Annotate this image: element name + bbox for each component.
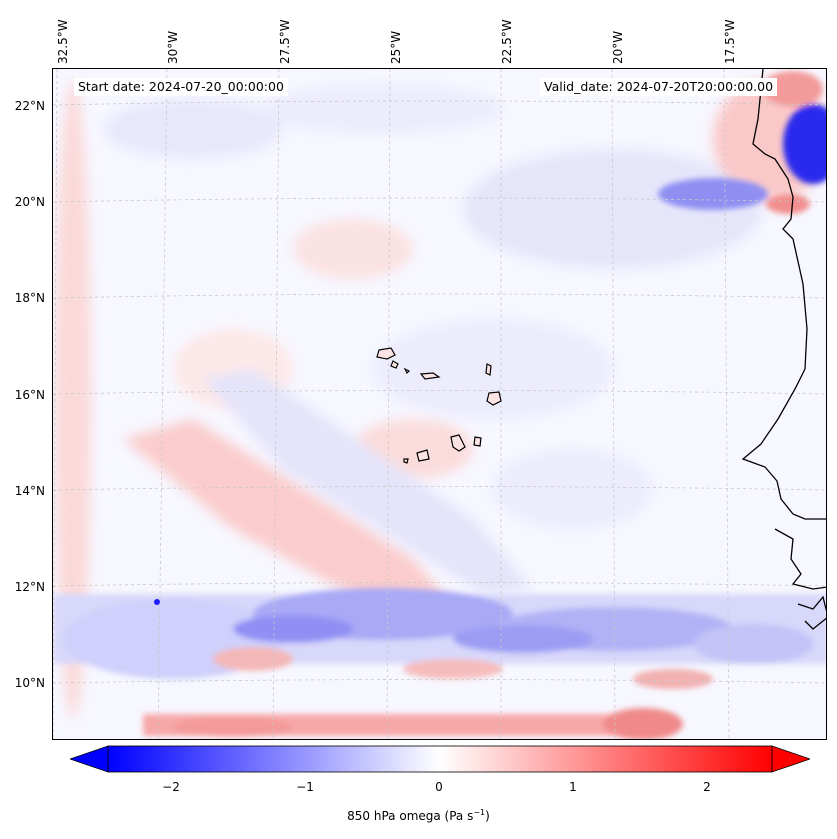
coastline	[741, 69, 826, 630]
colorbar-label-exponent: −1	[473, 808, 486, 817]
lon-label-25w: 25°W	[389, 30, 403, 64]
map-panel[interactable]	[52, 68, 827, 740]
colorbar-tick-1: 1	[569, 780, 577, 794]
itcz-band	[53, 588, 826, 689]
lon-label-22-5w: 22.5°W	[500, 19, 514, 64]
lat-label-16n: 16°N	[14, 388, 45, 402]
omega-field-map	[53, 69, 826, 739]
cape-verde-islands	[376, 347, 502, 464]
lat-label-18n: 18°N	[14, 291, 45, 305]
lon-label-30w: 30°W	[166, 30, 180, 64]
lat-label-12n: 12°N	[14, 580, 45, 594]
lon-label-20w: 20°W	[611, 30, 625, 64]
lon-label-32-5w: 32.5°W	[56, 19, 70, 64]
colorbar	[70, 745, 810, 773]
colorbar-label-close: )	[485, 809, 490, 823]
colorbar-max-extend	[771, 745, 810, 773]
lat-label-22n: 22°N	[14, 99, 45, 113]
point-anomaly	[154, 599, 160, 605]
colorbar-tick-2: 2	[703, 780, 711, 794]
colorbar-tick-neg2: −2	[162, 780, 180, 794]
gridlines	[53, 69, 826, 739]
valid-date-label: Valid_date: 2024-07-20T20:00:00.00	[540, 78, 778, 96]
colorbar-tick-0: 0	[435, 780, 443, 794]
colorbar-min-extend	[70, 745, 109, 773]
coastal-dipole	[658, 71, 826, 214]
start-date-label: Start date: 2024-07-20_00:00:00	[74, 78, 288, 96]
colorbar-gradient	[107, 745, 773, 773]
lat-label-20n: 20°N	[14, 195, 45, 209]
lon-label-27-5w: 27.5°W	[278, 19, 292, 64]
southern-red-band	[143, 708, 683, 739]
diagonal-band	[123, 369, 533, 629]
lat-label-10n: 10°N	[14, 676, 45, 690]
lat-label-14n: 14°N	[14, 484, 45, 498]
colorbar-label-text: 850 hPa omega (Pa s	[347, 809, 474, 823]
colorbar-tick-neg1: −1	[296, 780, 314, 794]
lon-label-17-5w: 17.5°W	[723, 19, 737, 64]
colorbar-label: 850 hPa omega (Pa s−1)	[0, 808, 837, 823]
